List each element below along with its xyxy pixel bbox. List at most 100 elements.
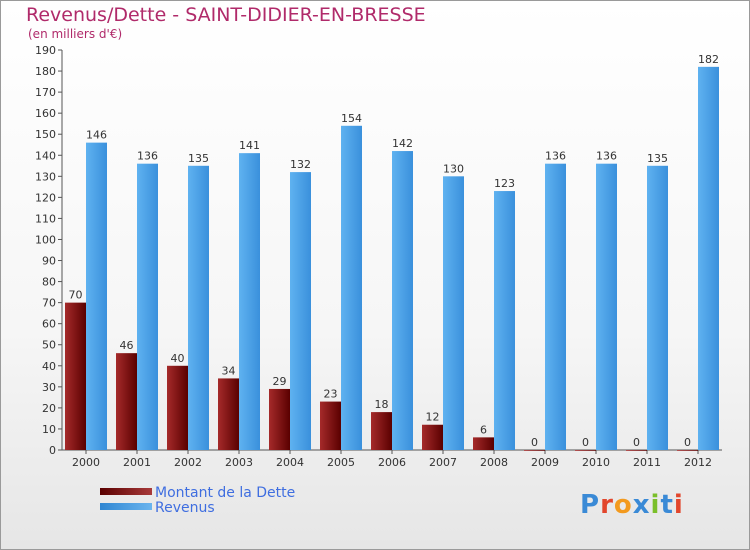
bar-dette (371, 412, 392, 450)
x-tick-label: 2007 (429, 456, 457, 469)
y-tick-label: 110 (35, 212, 56, 225)
bar-revenus (341, 125, 362, 450)
data-label-dette: 6 (480, 423, 487, 436)
legend-label-dette: Montant de la Dette (155, 485, 296, 501)
logo-letter: i (650, 490, 661, 520)
y-tick-label: 90 (42, 255, 56, 268)
data-label-revenus: 136 (596, 150, 617, 163)
data-label-revenus: 182 (698, 53, 719, 66)
y-tick-label: 50 (42, 339, 56, 352)
data-label-dette: 40 (171, 352, 185, 365)
data-label-dette: 0 (633, 436, 640, 449)
bar-revenus (698, 66, 719, 450)
y-tick-label: 30 (42, 381, 56, 394)
bar-revenus (494, 191, 515, 451)
proxiti-logo: Proxiti (580, 490, 684, 520)
data-label-revenus: 132 (290, 158, 311, 171)
data-label-dette: 70 (69, 289, 83, 302)
bar-dette (65, 302, 86, 450)
bar-dette (320, 401, 341, 450)
data-label-dette: 34 (222, 364, 236, 377)
logo-letter: o (613, 490, 633, 520)
legend: Montant de la Dette Revenus (100, 486, 295, 516)
y-tick-label: 100 (35, 233, 56, 246)
y-tick-label: 160 (35, 107, 56, 120)
legend-label-revenus: Revenus (155, 500, 215, 516)
data-label-revenus: 142 (392, 137, 413, 150)
data-label-dette: 0 (684, 436, 691, 449)
bar-revenus (137, 163, 158, 450)
x-tick-label: 2006 (378, 456, 406, 469)
y-tick-label: 150 (35, 128, 56, 141)
x-tick-label: 2001 (123, 456, 151, 469)
data-label-dette: 29 (273, 375, 287, 388)
data-label-dette: 0 (531, 436, 538, 449)
legend-item-revenus: Revenus (100, 501, 295, 516)
bar-dette (575, 450, 596, 451)
x-tick-label: 2008 (480, 456, 508, 469)
y-tick-label: 140 (35, 149, 56, 162)
x-tick-label: 2010 (582, 456, 610, 469)
y-tick-label: 40 (42, 360, 56, 373)
data-label-revenus: 136 (545, 150, 566, 163)
legend-swatch-dette (100, 487, 152, 495)
x-tick-label: 2003 (225, 456, 253, 469)
x-tick-label: 2011 (633, 456, 661, 469)
bar-dette (473, 437, 494, 450)
x-tick-label: 2004 (276, 456, 304, 469)
y-tick-label: 180 (35, 65, 56, 78)
y-tick-label: 60 (42, 318, 56, 331)
bar-dette (422, 424, 443, 450)
bar-dette (269, 388, 290, 450)
y-tick-label: 80 (42, 276, 56, 289)
data-label-revenus: 141 (239, 139, 260, 152)
x-tick-label: 2005 (327, 456, 355, 469)
data-label-dette: 0 (582, 436, 589, 449)
logo-letter: x (632, 490, 651, 520)
data-label-dette: 12 (426, 411, 440, 424)
legend-swatch-revenus (100, 502, 152, 510)
data-label-revenus: 135 (188, 152, 209, 165)
data-label-revenus: 154 (341, 112, 362, 125)
logo-letter: t (660, 490, 674, 520)
axes: 0102030405060708090100110120130140150160… (35, 44, 722, 469)
data-label-revenus: 123 (494, 177, 515, 190)
x-tick-label: 2012 (684, 456, 712, 469)
y-tick-label: 70 (42, 297, 56, 310)
bar-dette (167, 365, 188, 450)
y-tick-label: 0 (49, 444, 56, 457)
bar-dette (218, 378, 239, 450)
bar-revenus (443, 176, 464, 450)
logo-letter: i (673, 490, 684, 520)
data-label-dette: 23 (324, 388, 338, 401)
chart-subtitle: (en milliers d'€) (28, 27, 123, 41)
bar-dette (116, 353, 137, 450)
bar-revenus (290, 172, 311, 450)
bar-revenus (545, 163, 566, 450)
data-label-dette: 46 (120, 339, 134, 352)
bar-revenus (239, 153, 260, 450)
data-label-dette: 18 (375, 398, 389, 411)
data-label-revenus: 136 (137, 150, 158, 163)
bar-revenus (596, 163, 617, 450)
data-label-revenus: 146 (86, 129, 107, 142)
data-label-revenus: 135 (647, 152, 668, 165)
bar-dette (677, 450, 698, 451)
x-tick-label: 2002 (174, 456, 202, 469)
bar-revenus (392, 151, 413, 451)
bars (65, 66, 719, 451)
y-tick-label: 20 (42, 402, 56, 415)
bar-revenus (647, 165, 668, 450)
legend-item-dette: Montant de la Dette (100, 486, 295, 501)
y-tick-label: 10 (42, 423, 56, 436)
data-labels: 70 146 46 136 40 135 34 141 29 132 23 154 18 142 12 130… (69, 53, 720, 449)
y-tick-label: 130 (35, 170, 56, 183)
bar-revenus (188, 165, 209, 450)
y-tick-label: 170 (35, 86, 56, 99)
chart-title: Revenus/Dette - SAINT-DIDIER-EN-BRESSE (26, 4, 426, 26)
y-tick-label: 190 (35, 44, 56, 57)
data-label-revenus: 130 (443, 162, 464, 175)
x-tick-label: 2000 (72, 456, 100, 469)
